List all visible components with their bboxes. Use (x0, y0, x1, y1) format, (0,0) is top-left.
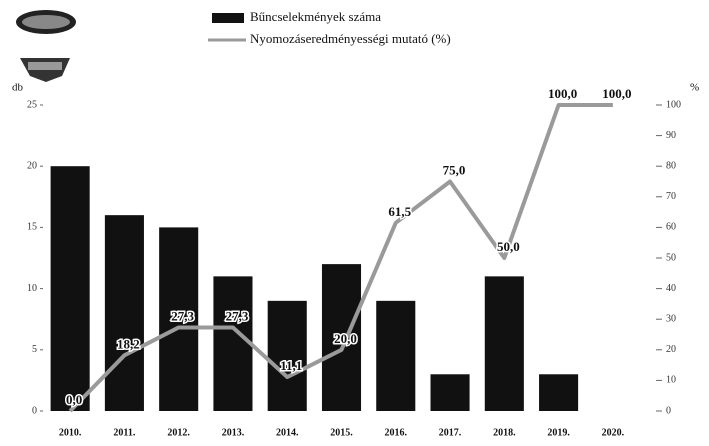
data-label: 61,5 (388, 204, 411, 219)
bar (267, 300, 307, 411)
legend-label: Bűncselekmények száma (250, 9, 381, 24)
y2-tick-label: 30 (666, 313, 676, 324)
y2-tick-label: 100 (666, 99, 681, 110)
bar (376, 300, 416, 411)
y2-tick-label: 50 (666, 252, 676, 263)
data-label: 18,2 (117, 336, 140, 351)
y-tick-label: 5 (32, 344, 37, 355)
x-tick-label: 2013. (222, 427, 245, 438)
data-label: 0,0 (66, 392, 82, 407)
y2-tick-label: 60 (666, 222, 676, 233)
x-tick-label: 2020. (602, 427, 625, 438)
data-label: 50,0 (497, 239, 520, 254)
legend-swatch (212, 13, 244, 23)
data-label: 100,0 (548, 86, 577, 101)
data-label: 100,0 (602, 86, 631, 101)
y-tick-label: 20 (27, 160, 37, 171)
bar (539, 374, 579, 411)
y-axis-label: db (12, 82, 24, 94)
data-label: 75,0 (443, 162, 466, 177)
y2-tick-label: 10 (666, 375, 676, 386)
data-label: 27,3 (226, 308, 249, 323)
y2-axis-label: % (690, 82, 699, 94)
x-tick-label: 2016. (385, 427, 408, 438)
logo (16, 10, 76, 82)
bar (159, 227, 199, 411)
bar (213, 276, 253, 411)
y-tick-label: 15 (27, 222, 37, 233)
x-tick-label: 2011. (113, 427, 135, 438)
y2-tick-label: 90 (666, 130, 676, 141)
bar (430, 374, 470, 411)
y-tick-label: 10 (27, 283, 37, 294)
y2-tick-label: 80 (666, 160, 676, 171)
data-label: 27,3 (171, 308, 194, 323)
x-tick-label: 2012. (167, 427, 190, 438)
y-tick-label: 25 (27, 99, 37, 110)
x-tick-label: 2010. (59, 427, 82, 438)
y2-tick-label: 0 (666, 405, 671, 416)
x-tick-label: 2017. (439, 427, 462, 438)
bar (484, 276, 524, 411)
line (68, 103, 613, 413)
y2-tick-label: 40 (666, 283, 676, 294)
y-tick-label: 0 (32, 405, 37, 416)
bar (50, 166, 90, 411)
y2-tick-label: 70 (666, 191, 676, 202)
bar (104, 215, 144, 411)
x-tick-label: 2014. (276, 427, 299, 438)
x-tick-label: 2018. (493, 427, 516, 438)
data-label: 11,1 (280, 358, 302, 373)
x-tick-label: 2015. (330, 427, 353, 438)
legend-label: Nyomozáseredményességi mutató (%) (250, 31, 451, 46)
bar (321, 264, 362, 411)
y2-tick-label: 20 (666, 344, 676, 355)
x-tick-label: 2019. (547, 427, 570, 438)
data-label: 20,0 (334, 331, 357, 346)
